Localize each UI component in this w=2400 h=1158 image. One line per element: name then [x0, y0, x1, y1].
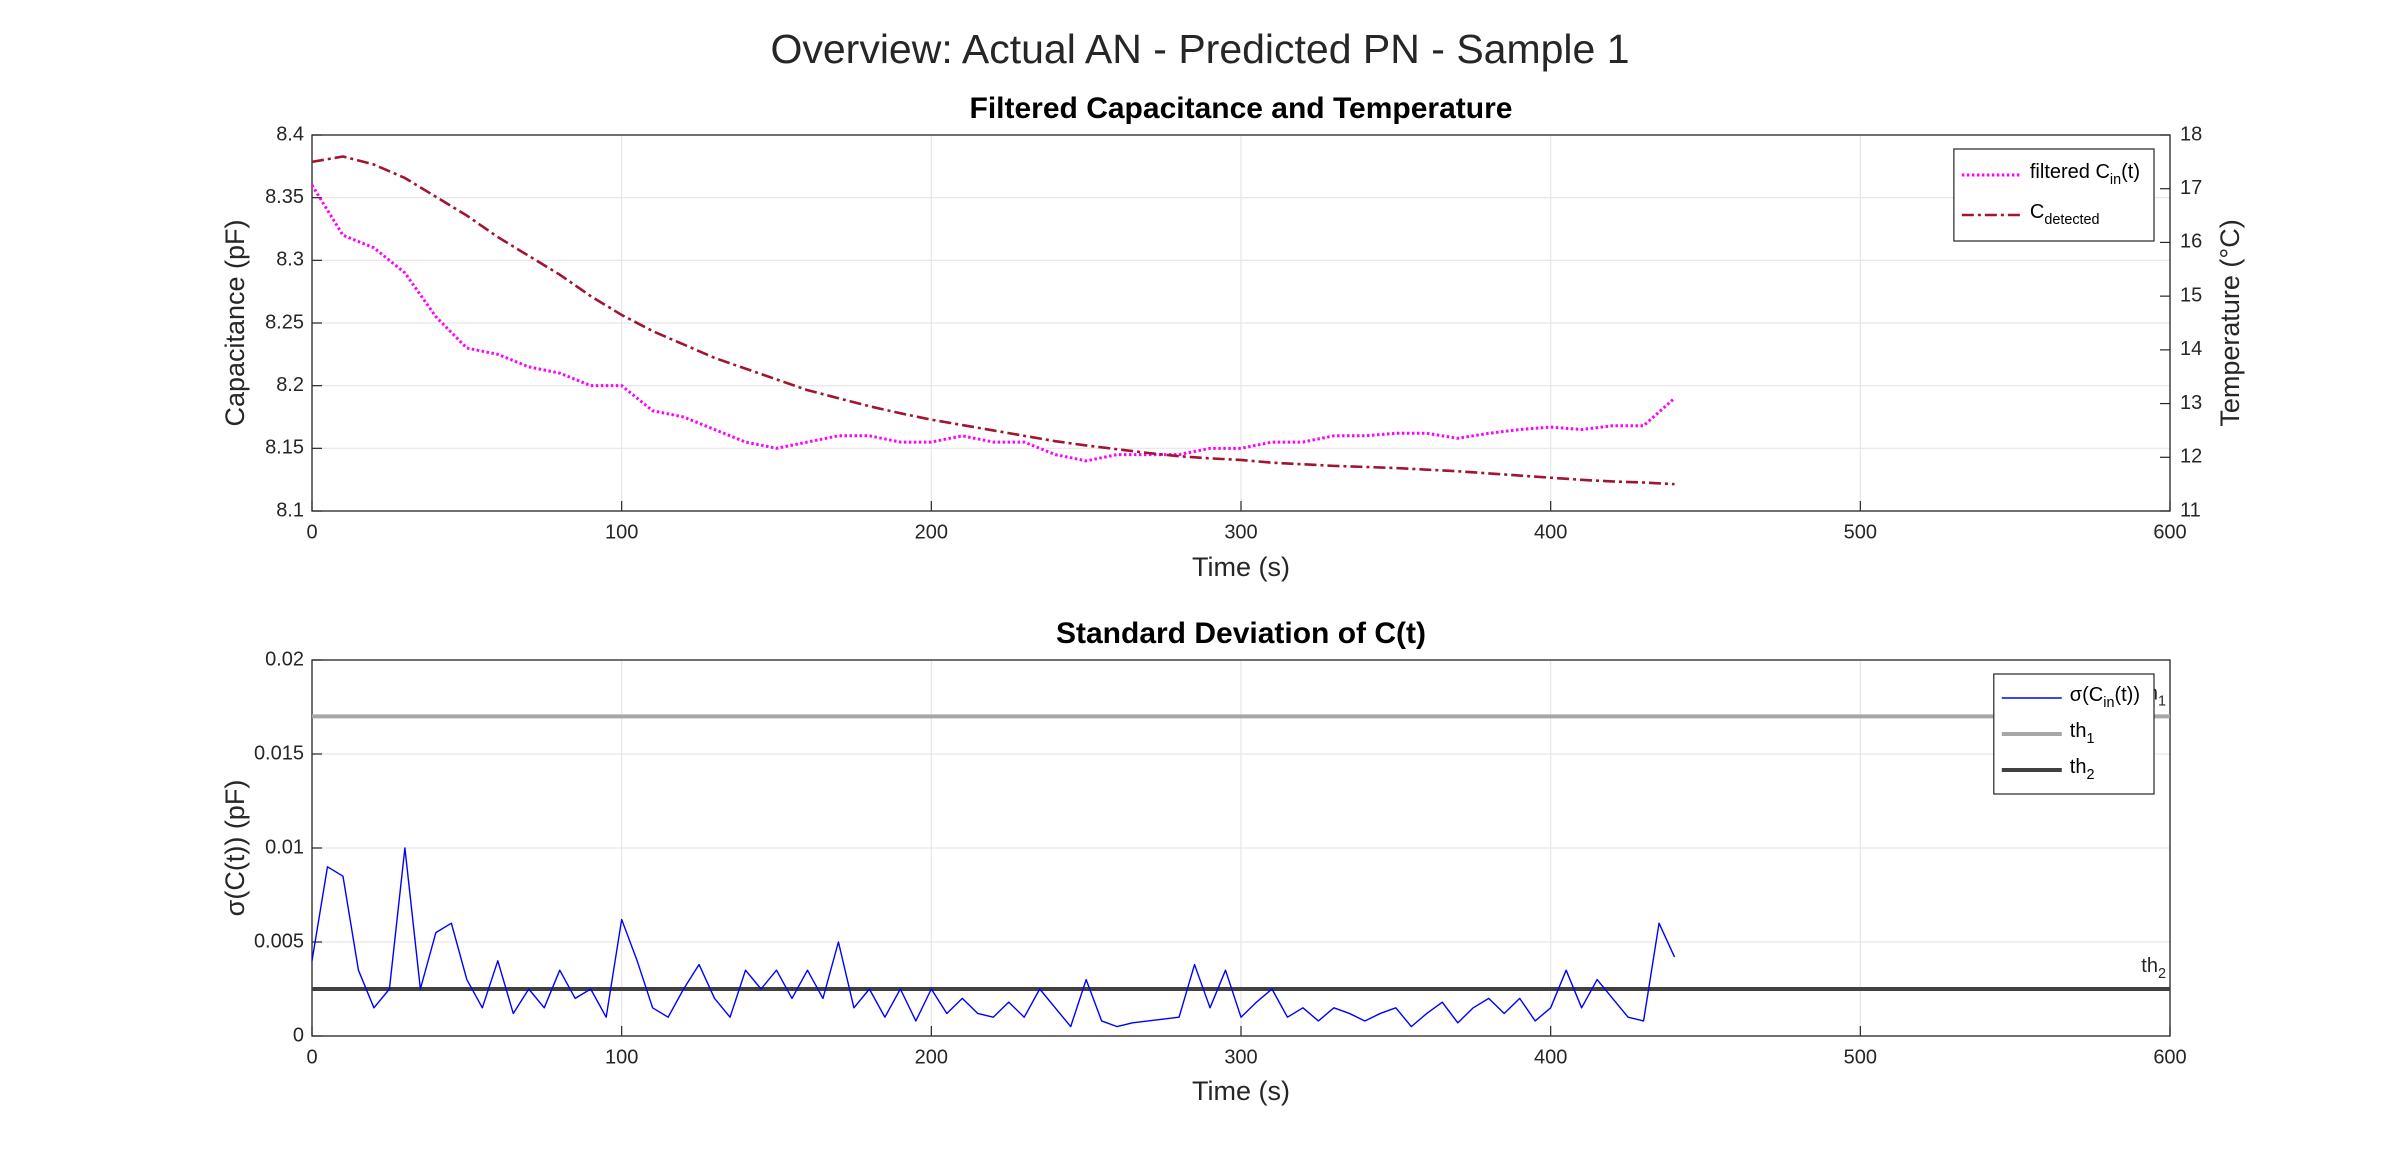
- legend-label: th1: [2070, 720, 2095, 747]
- x-axis-label: Time (s): [1192, 1076, 1290, 1106]
- x-tick-label: 100: [605, 521, 638, 543]
- y-tick-label: 8.3: [276, 249, 304, 271]
- legend: filtered Cin(t) Cdetected: [1953, 148, 2155, 242]
- figure-title: Overview: Actual AN - Predicted PN - Sam…: [770, 26, 1629, 72]
- chart-title: Filtered Capacitance and Temperature: [970, 92, 1513, 125]
- x-axis-label: Time (s): [1192, 552, 1290, 582]
- x-tick-label: 0: [306, 521, 317, 543]
- x-tick-label: 100: [605, 1046, 638, 1068]
- y-tick-label: 8.4: [276, 123, 304, 145]
- legend-label: σ(Cin(t)): [2070, 684, 2140, 711]
- y-tick-label: 0: [293, 1024, 304, 1046]
- y2-tick-label: 16: [2180, 231, 2202, 253]
- y2-tick-label: 11: [2180, 499, 2201, 521]
- y-tick-label: 0.02: [265, 648, 304, 670]
- x-tick-label: 400: [1534, 1046, 1567, 1068]
- y2-tick-label: 17: [2180, 177, 2202, 199]
- chart-title: Standard Deviation of C(t): [1056, 617, 1426, 650]
- y-tick-label: 8.2: [276, 374, 304, 396]
- data-line: [311, 847, 1676, 1028]
- y-axis-label: Capacitance (pF): [220, 219, 250, 426]
- x-tick-label: 0: [306, 1046, 317, 1068]
- legend-box: [1953, 148, 2155, 242]
- y2-axis-label: Temperature (°C): [2215, 219, 2245, 426]
- legend-label: Cdetected: [2030, 201, 2100, 228]
- y2-tick-label: 14: [2180, 338, 2202, 360]
- y-tick-label: 8.35: [265, 186, 304, 208]
- x-tick-label: 500: [1844, 1046, 1877, 1068]
- legend-label: filtered Cin(t): [2030, 161, 2140, 188]
- y-tick-label: 8.1: [276, 499, 304, 521]
- y2-tick-label: 18: [2180, 123, 2202, 145]
- x-tick-label: 200: [915, 1046, 948, 1068]
- x-tick-label: 600: [2153, 521, 2186, 543]
- axes-box: [311, 134, 2171, 512]
- data-line: [311, 155, 1675, 486]
- x-tick-label: 400: [1534, 521, 1567, 543]
- x-tick-label: 300: [1224, 1046, 1257, 1068]
- y2-tick-label: 13: [2180, 392, 2202, 414]
- y2-tick-label: 12: [2180, 446, 2202, 468]
- y-tick-label: 8.15: [265, 437, 304, 459]
- y-axis-label: σ(C(t)) (pF): [220, 780, 250, 917]
- y2-tick-label: 15: [2180, 284, 2202, 306]
- x-tick-label: 300: [1224, 521, 1257, 543]
- data-line: [310, 184, 1676, 463]
- y-tick-label: 8.25: [265, 311, 304, 333]
- y-tick-label: 0.01: [265, 836, 304, 858]
- x-tick-label: 500: [1844, 521, 1877, 543]
- threshold-annotation: th2: [2141, 955, 2166, 982]
- x-tick-label: 200: [915, 521, 948, 543]
- legend-label: th2: [2070, 756, 2095, 783]
- x-tick-label: 600: [2153, 1046, 2186, 1068]
- y-tick-label: 0.005: [254, 930, 304, 952]
- y-tick-label: 0.015: [254, 742, 304, 764]
- axes-box: [311, 659, 2171, 1037]
- legend: σ(Cin(t)) th1 th2: [1993, 673, 2155, 795]
